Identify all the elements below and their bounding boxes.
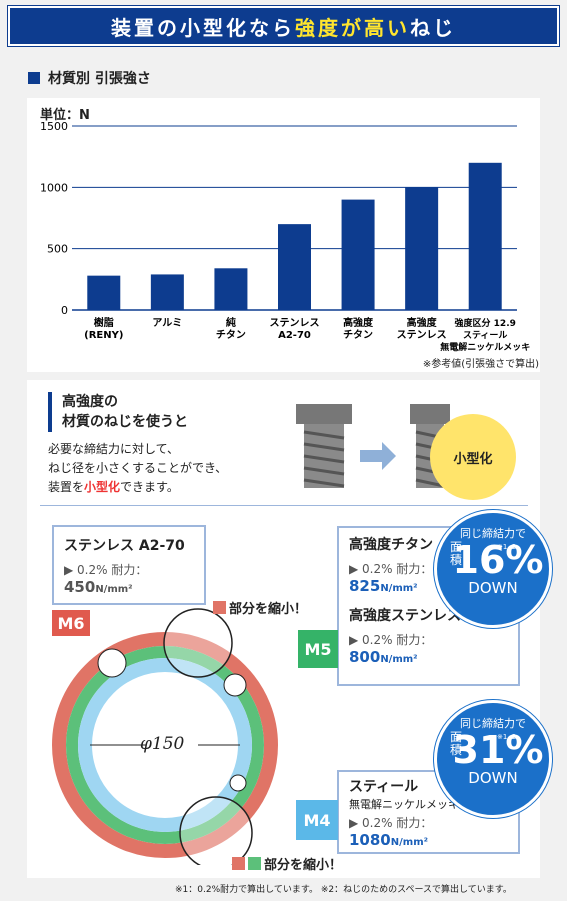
box-ss-unit: N/mm² bbox=[380, 654, 418, 665]
x-tick-label: 高強度ステンレス bbox=[397, 316, 447, 341]
badge31-area: 面積 bbox=[450, 730, 463, 757]
large-screw-icon bbox=[296, 404, 352, 488]
play-icon: ▶ bbox=[349, 816, 363, 830]
box-a2-name: ステンレス A2-70 bbox=[64, 538, 185, 554]
box-st-sub: 無電解ニッケルメッキ bbox=[349, 798, 459, 811]
legend-reduce-bottom: 部分を縮小！ bbox=[232, 854, 342, 873]
box-st-prop: ▶ 0.2% 耐力： bbox=[349, 814, 508, 831]
subheading-line1: 高強度の bbox=[62, 394, 118, 410]
bar bbox=[405, 187, 439, 310]
box-ti-value: 825N/mm² bbox=[349, 577, 508, 595]
box-ti-prop: ▶ 0.2% 耐力： bbox=[349, 560, 508, 577]
subheading-line2: 材質のねじを使うと bbox=[62, 414, 188, 430]
box-ss-name: 高強度ステンレス bbox=[349, 608, 461, 624]
badge31-percent: 31% bbox=[452, 728, 544, 772]
miniaturize-text: 小型化 bbox=[453, 451, 493, 467]
badge16-down: DOWN bbox=[468, 579, 518, 597]
play-icon: ▶ bbox=[349, 633, 363, 647]
square-bullet-icon bbox=[28, 72, 40, 84]
bar bbox=[87, 275, 121, 310]
badge31-caption: 同じ締結力で bbox=[460, 717, 526, 730]
x-tick-label: 純チタン bbox=[216, 316, 246, 341]
box-ss-val: 800 bbox=[349, 648, 381, 666]
badge16-note: ※1, 2 bbox=[497, 543, 517, 551]
page-banner: 装置の小型化なら 強度が高い ねじ bbox=[7, 5, 560, 47]
box-ti-prop-text: 0.2% 耐力： bbox=[362, 562, 433, 576]
x-tick-label: 高強度チタン bbox=[343, 316, 374, 341]
desc-line3a: 装置を bbox=[48, 480, 85, 494]
legend-reduce-top: 部分を縮小！ bbox=[213, 598, 307, 617]
badge-31-percent: 同じ締結力で 面積 ※1, 2 31% DOWN bbox=[434, 700, 552, 818]
separator bbox=[40, 505, 528, 506]
box-ss-prop-text: 0.2% 耐力： bbox=[362, 633, 433, 647]
y-tick-label: 1500 bbox=[40, 120, 68, 133]
box-st-name: スティール bbox=[349, 779, 419, 795]
play-icon: ▶ bbox=[349, 562, 363, 576]
box-a2-value: 450N/mm² bbox=[64, 578, 194, 596]
badge16-caption: 同じ締結力で bbox=[460, 527, 526, 540]
banner-highlight: 強度が高い bbox=[295, 15, 410, 40]
desc-line2: ねじ径を小さくすることができ、 bbox=[48, 461, 228, 475]
bar bbox=[278, 224, 311, 310]
miniaturize-badge: 小型化 bbox=[430, 414, 516, 500]
footnote: ※1：0.2%耐力で算出しています。 ※2：ねじのためのスペースで算出しています… bbox=[175, 885, 512, 895]
box-a2-unit: N/mm² bbox=[95, 584, 133, 595]
desc-line3c: できます。 bbox=[120, 480, 179, 494]
x-tick-label: ステンレス A2-70 bbox=[270, 317, 320, 341]
arrow-right-icon bbox=[360, 442, 396, 470]
box-st-value: 1080N/mm² bbox=[349, 831, 508, 849]
desc-line3: 装置を小型化できます。 bbox=[48, 478, 288, 497]
subheading: 高強度の 材質のねじを使うと bbox=[48, 392, 188, 432]
badge31-note: ※1, 2 bbox=[497, 733, 517, 741]
bar bbox=[341, 199, 375, 310]
tag-m5: M5 bbox=[298, 630, 338, 668]
box-ti-val: 825 bbox=[349, 577, 381, 595]
box-a2-prop-text: 0.2% 耐力： bbox=[77, 563, 148, 577]
legend-swatch-red bbox=[232, 857, 245, 870]
y-tick-label: 0 bbox=[61, 304, 68, 317]
section-title-text: 材質別 引張強さ bbox=[48, 71, 151, 87]
badge-16-percent: 同じ締結力で 面積 ※1, 2 16% DOWN bbox=[434, 510, 552, 628]
tag-m6: M6 bbox=[52, 610, 90, 636]
legend-swatch-green bbox=[248, 857, 261, 870]
x-tick-label: アルミ bbox=[152, 317, 182, 329]
legend-swatch-red bbox=[213, 601, 226, 614]
badge16-percent: 16% bbox=[452, 538, 544, 582]
tag-m4: M4 bbox=[296, 800, 338, 840]
chart-unit-label: 単位：N bbox=[40, 108, 90, 123]
box-a2-prop: ▶ 0.2% 耐力： bbox=[64, 561, 194, 578]
badge31-down: DOWN bbox=[468, 769, 518, 787]
box-a2-val: 450 bbox=[64, 578, 96, 596]
desc-line1: 必要な締結力に対して、 bbox=[48, 442, 180, 456]
box-ss-value: 800N/mm² bbox=[349, 648, 508, 666]
box-ss-prop: ▶ 0.2% 耐力： bbox=[349, 631, 508, 648]
badge16-area: 面積 bbox=[450, 540, 463, 567]
y-tick-label: 1000 bbox=[40, 181, 68, 194]
bar bbox=[468, 162, 502, 310]
play-icon: ▶ bbox=[64, 563, 78, 577]
box-ti-unit: N/mm² bbox=[380, 583, 418, 594]
banner-post: ねじ bbox=[410, 15, 456, 40]
chart-note: ※参考値(引張強さで算出) bbox=[422, 359, 539, 370]
desc-highlight: 小型化 bbox=[84, 480, 121, 494]
banner-pre: 装置の小型化なら bbox=[111, 15, 295, 40]
x-tick-label: 樹脂(RENY) bbox=[84, 316, 123, 341]
box-stainless-a2: ステンレス A2-70 ▶ 0.2% 耐力： 450N/mm² bbox=[52, 525, 206, 605]
legend-reduce-text-bottom: 部分を縮小！ bbox=[264, 858, 343, 873]
y-tick-label: 500 bbox=[47, 243, 68, 256]
box-st-prop-text: 0.2% 耐力： bbox=[362, 816, 433, 830]
ring-diagram bbox=[52, 608, 278, 865]
bar bbox=[214, 268, 248, 310]
box-ti-name: 高強度チタン bbox=[349, 537, 433, 553]
diameter-label: φ150 bbox=[140, 734, 185, 754]
x-tick-label: 強度区分 12.9 スティール無電解ニッケルメッキ bbox=[440, 317, 530, 353]
bar bbox=[150, 274, 184, 310]
legend-reduce-text: 部分を縮小！ bbox=[229, 602, 308, 617]
section-title: 材質別 引張強さ bbox=[28, 68, 151, 88]
box-st-unit: N/mm² bbox=[390, 837, 428, 848]
description: 必要な締結力に対して、 ねじ径を小さくすることができ、 装置を小型化できます。 bbox=[48, 440, 288, 497]
box-st-val: 1080 bbox=[349, 831, 391, 849]
